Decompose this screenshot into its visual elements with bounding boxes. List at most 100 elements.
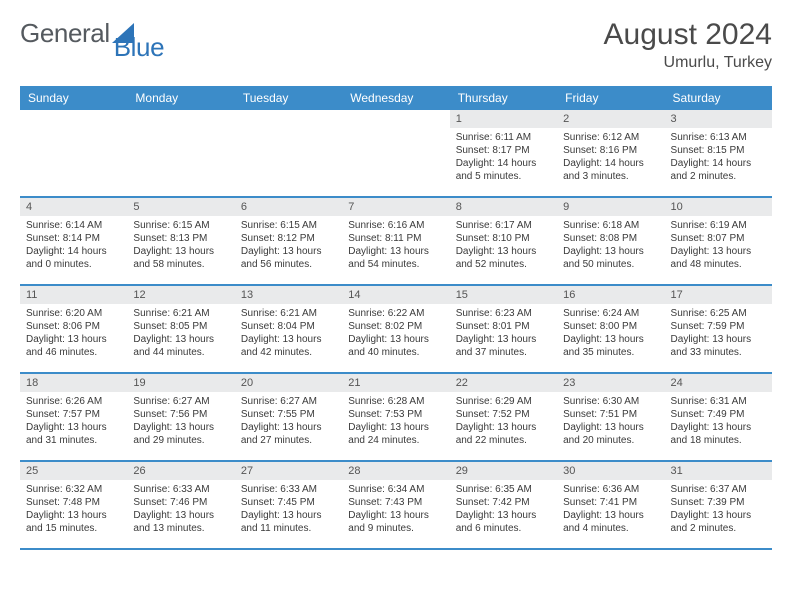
daylight-text: Daylight: 13 hours and 54 minutes. bbox=[348, 245, 443, 271]
day-cell-empty bbox=[235, 110, 342, 196]
daylight-text: Daylight: 13 hours and 48 minutes. bbox=[671, 245, 766, 271]
day-cell: 18 Sunrise: 6:26 AMSunset: 7:57 PMDayligh… bbox=[20, 374, 127, 460]
day-number: 25 bbox=[20, 462, 127, 480]
weekday-header-1: Monday bbox=[127, 86, 234, 110]
day-number: 22 bbox=[450, 374, 557, 392]
weekday-header-3: Wednesday bbox=[342, 86, 449, 110]
day-cell: 17Sunrise: 6:25 AMSunset: 7:59 PMDayligh… bbox=[665, 286, 772, 372]
day-body: Sunrise: 6:25 AMSunset: 7:59 PMDaylight:… bbox=[665, 306, 772, 363]
daylight-text: Daylight: 13 hours and 52 minutes. bbox=[456, 245, 551, 271]
day-cell: 6Sunrise: 6:15 AMSunset: 8:12 PMDaylight… bbox=[235, 198, 342, 284]
day-body: Sunrise: 6:22 AMSunset: 8:02 PMDaylight:… bbox=[342, 306, 449, 363]
weekday-header-6: Saturday bbox=[665, 86, 772, 110]
location-text: Umurlu, Turkey bbox=[604, 54, 772, 72]
sunset-text: Sunset: 8:07 PM bbox=[671, 232, 766, 245]
day-body: Sunrise: 6:34 AMSunset: 7:43 PMDaylight:… bbox=[342, 482, 449, 539]
weeks-container: 1Sunrise: 6:11 AMSunset: 8:17 PMDaylight… bbox=[20, 110, 772, 550]
daylight-text: Daylight: 13 hours and 2 minutes. bbox=[671, 509, 766, 535]
weekday-header-row: SundayMondayTuesdayWednesdayThursdayFrid… bbox=[20, 86, 772, 110]
week-row: 25 Sunrise: 6:32 AMSunset: 7:48 PMDayligh… bbox=[20, 462, 772, 550]
sunrise-text: Sunrise: 6:25 AM bbox=[671, 307, 766, 320]
weekday-header-0: Sunday bbox=[20, 86, 127, 110]
daylight-text: Daylight: 13 hours and 4 minutes. bbox=[563, 509, 658, 535]
day-cell: 29 Sunrise: 6:35 AMSunset: 7:42 PMDayligh… bbox=[450, 462, 557, 548]
sunrise-text: Sunrise: 6:12 AM bbox=[563, 131, 658, 144]
sunrise-text: Sunrise: 6:15 AM bbox=[133, 219, 228, 232]
daylight-text: Daylight: 13 hours and 46 minutes. bbox=[26, 333, 121, 359]
day-cell: 30Sunrise: 6:36 AMSunset: 7:41 PMDayligh… bbox=[557, 462, 664, 548]
day-body: Sunrise: 6:28 AMSunset: 7:53 PMDaylight:… bbox=[342, 394, 449, 451]
sunset-text: Sunset: 7:51 PM bbox=[563, 408, 658, 421]
calendar-grid: SundayMondayTuesdayWednesdayThursdayFrid… bbox=[20, 86, 772, 550]
sunrise-text: Sunrise: 6:27 AM bbox=[133, 395, 228, 408]
sunset-text: Sunset: 8:05 PM bbox=[133, 320, 228, 333]
sunrise-text: Sunrise: 6:19 AM bbox=[671, 219, 766, 232]
day-body: Sunrise: 6:31 AMSunset: 7:49 PMDaylight:… bbox=[665, 394, 772, 451]
day-body: Sunrise: 6:16 AMSunset: 8:11 PMDaylight:… bbox=[342, 218, 449, 275]
daylight-text: Daylight: 13 hours and 15 minutes. bbox=[26, 509, 121, 535]
month-title: August 2024 bbox=[604, 18, 772, 52]
sunset-text: Sunset: 8:02 PM bbox=[348, 320, 443, 333]
day-body: Sunrise: 6:35 AMSunset: 7:42 PMDaylight:… bbox=[450, 482, 557, 539]
sunset-text: Sunset: 7:49 PM bbox=[671, 408, 766, 421]
day-cell: 10Sunrise: 6:19 AMSunset: 8:07 PMDayligh… bbox=[665, 198, 772, 284]
daylight-text: Daylight: 13 hours and 9 minutes. bbox=[348, 509, 443, 535]
day-cell-empty bbox=[342, 110, 449, 196]
sunset-text: Sunset: 8:10 PM bbox=[456, 232, 551, 245]
day-cell: 21 Sunrise: 6:28 AMSunset: 7:53 PMDayligh… bbox=[342, 374, 449, 460]
sunset-text: Sunset: 8:16 PM bbox=[563, 144, 658, 157]
daylight-text: Daylight: 13 hours and 33 minutes. bbox=[671, 333, 766, 359]
daylight-text: Daylight: 14 hours and 5 minutes. bbox=[456, 157, 551, 183]
day-cell: 13Sunrise: 6:21 AMSunset: 8:04 PMDayligh… bbox=[235, 286, 342, 372]
daylight-text: Daylight: 13 hours and 18 minutes. bbox=[671, 421, 766, 447]
day-number: 18 bbox=[20, 374, 127, 392]
day-cell: 8Sunrise: 6:17 AMSunset: 8:10 PMDaylight… bbox=[450, 198, 557, 284]
day-number: 23 bbox=[557, 374, 664, 392]
weekday-header-2: Tuesday bbox=[235, 86, 342, 110]
day-body: Sunrise: 6:15 AMSunset: 8:12 PMDaylight:… bbox=[235, 218, 342, 275]
sunrise-text: Sunrise: 6:33 AM bbox=[241, 483, 336, 496]
day-body: Sunrise: 6:12 AMSunset: 8:16 PMDaylight:… bbox=[557, 130, 664, 187]
day-body: Sunrise: 6:33 AMSunset: 7:45 PMDaylight:… bbox=[235, 482, 342, 539]
day-cell: 11Sunrise: 6:20 AMSunset: 8:06 PMDayligh… bbox=[20, 286, 127, 372]
sunrise-text: Sunrise: 6:33 AM bbox=[133, 483, 228, 496]
weekday-header-5: Friday bbox=[557, 86, 664, 110]
sunset-text: Sunset: 8:08 PM bbox=[563, 232, 658, 245]
day-cell: 14Sunrise: 6:22 AMSunset: 8:02 PMDayligh… bbox=[342, 286, 449, 372]
sunrise-text: Sunrise: 6:15 AM bbox=[241, 219, 336, 232]
day-cell: 26Sunrise: 6:33 AMSunset: 7:46 PMDayligh… bbox=[127, 462, 234, 548]
sunrise-text: Sunrise: 6:18 AM bbox=[563, 219, 658, 232]
sunset-text: Sunset: 7:56 PM bbox=[133, 408, 228, 421]
day-number: 27 bbox=[235, 462, 342, 480]
sunrise-text: Sunrise: 6:31 AM bbox=[671, 395, 766, 408]
day-number: 5 bbox=[127, 198, 234, 216]
day-body: Sunrise: 6:26 AMSunset: 7:57 PMDaylight:… bbox=[20, 394, 127, 451]
sunset-text: Sunset: 8:11 PM bbox=[348, 232, 443, 245]
sunrise-text: Sunrise: 6:24 AM bbox=[563, 307, 658, 320]
daylight-text: Daylight: 13 hours and 40 minutes. bbox=[348, 333, 443, 359]
sunset-text: Sunset: 7:41 PM bbox=[563, 496, 658, 509]
day-number: 29 bbox=[450, 462, 557, 480]
daylight-text: Daylight: 13 hours and 42 minutes. bbox=[241, 333, 336, 359]
day-number: 13 bbox=[235, 286, 342, 304]
day-number: 1 bbox=[450, 110, 557, 128]
day-cell: 15Sunrise: 6:23 AMSunset: 8:01 PMDayligh… bbox=[450, 286, 557, 372]
day-body: Sunrise: 6:27 AMSunset: 7:55 PMDaylight:… bbox=[235, 394, 342, 451]
day-cell: 4Sunrise: 6:14 AMSunset: 8:14 PMDaylight… bbox=[20, 198, 127, 284]
day-number: 16 bbox=[557, 286, 664, 304]
daylight-text: Daylight: 13 hours and 20 minutes. bbox=[563, 421, 658, 447]
daylight-text: Daylight: 13 hours and 58 minutes. bbox=[133, 245, 228, 271]
day-body: Sunrise: 6:32 AMSunset: 7:48 PMDaylight:… bbox=[20, 482, 127, 539]
daylight-text: Daylight: 14 hours and 2 minutes. bbox=[671, 157, 766, 183]
day-cell: 5Sunrise: 6:15 AMSunset: 8:13 PMDaylight… bbox=[127, 198, 234, 284]
week-row: 1Sunrise: 6:11 AMSunset: 8:17 PMDaylight… bbox=[20, 110, 772, 198]
day-number: 3 bbox=[665, 110, 772, 128]
daylight-text: Daylight: 13 hours and 6 minutes. bbox=[456, 509, 551, 535]
day-number: 8 bbox=[450, 198, 557, 216]
daylight-text: Daylight: 13 hours and 24 minutes. bbox=[348, 421, 443, 447]
day-number: 21 bbox=[342, 374, 449, 392]
day-cell: 7Sunrise: 6:16 AMSunset: 8:11 PMDaylight… bbox=[342, 198, 449, 284]
day-cell: 23Sunrise: 6:30 AMSunset: 7:51 PMDayligh… bbox=[557, 374, 664, 460]
day-cell: 20Sunrise: 6:27 AMSunset: 7:55 PMDayligh… bbox=[235, 374, 342, 460]
daylight-text: Daylight: 13 hours and 31 minutes. bbox=[26, 421, 121, 447]
